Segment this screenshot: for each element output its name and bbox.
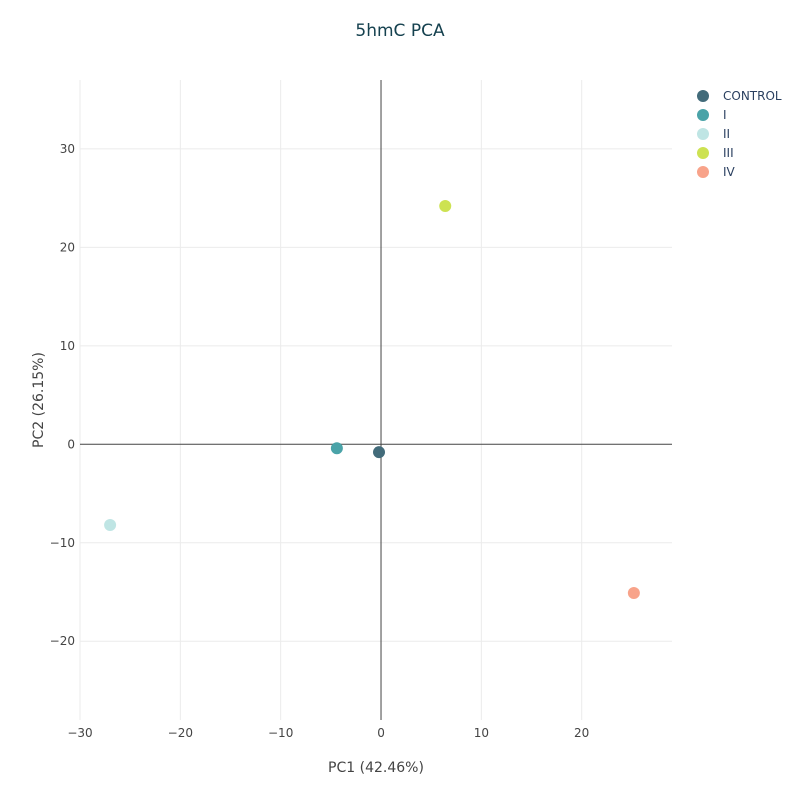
chart-title: 5hmC PCA bbox=[355, 21, 445, 41]
x-tick-labels: −30 −20 −10 0 10 20 bbox=[67, 726, 589, 740]
y-tick-label: −20 bbox=[50, 634, 75, 648]
legend-marker bbox=[697, 127, 709, 140]
legend-item-iv[interactable]: IV bbox=[697, 162, 782, 181]
data-point-ii[interactable] bbox=[104, 519, 117, 532]
y-axis-title: PC2 (26.15%) bbox=[31, 352, 47, 448]
y-tick-label: −10 bbox=[50, 536, 75, 550]
y-tick-label: 30 bbox=[60, 142, 75, 156]
legend-item-control[interactable]: CONTROL bbox=[697, 86, 782, 105]
legend-item-ii[interactable]: II bbox=[697, 124, 782, 143]
x-tick-label: −20 bbox=[168, 726, 193, 740]
y-tick-labels: −20 −10 0 10 20 30 bbox=[50, 142, 75, 648]
data-point-iv[interactable] bbox=[627, 586, 640, 599]
x-tick-label: −10 bbox=[268, 726, 293, 740]
legend-marker bbox=[697, 146, 709, 159]
data-point-iii[interactable] bbox=[439, 200, 452, 213]
y-tick-label: 0 bbox=[67, 437, 75, 451]
legend-marker bbox=[697, 165, 709, 178]
legend-label: II bbox=[723, 126, 731, 141]
x-tick-label: −30 bbox=[67, 726, 92, 740]
legend-label: I bbox=[723, 107, 727, 122]
legend-marker bbox=[697, 89, 709, 102]
legend-marker bbox=[697, 108, 709, 121]
y-tick-label: 20 bbox=[60, 240, 75, 254]
legend-label: IV bbox=[723, 164, 735, 179]
legend-label: CONTROL bbox=[723, 88, 782, 103]
x-tick-label: 0 bbox=[377, 726, 385, 740]
legend-item-iii[interactable]: III bbox=[697, 143, 782, 162]
data-point-i[interactable] bbox=[330, 442, 343, 455]
data-points bbox=[104, 200, 640, 599]
legend: CONTROL I II III IV bbox=[697, 86, 782, 181]
grid-lines bbox=[79, 80, 672, 720]
legend-item-i[interactable]: I bbox=[697, 105, 782, 124]
legend-label: III bbox=[723, 145, 734, 160]
zero-lines bbox=[80, 80, 672, 720]
y-tick-label: 10 bbox=[60, 339, 75, 353]
x-tick-label: 20 bbox=[574, 726, 589, 740]
x-tick-label: 10 bbox=[474, 726, 489, 740]
x-axis-title: PC1 (42.46%) bbox=[328, 760, 424, 776]
data-point-control[interactable] bbox=[373, 446, 386, 459]
